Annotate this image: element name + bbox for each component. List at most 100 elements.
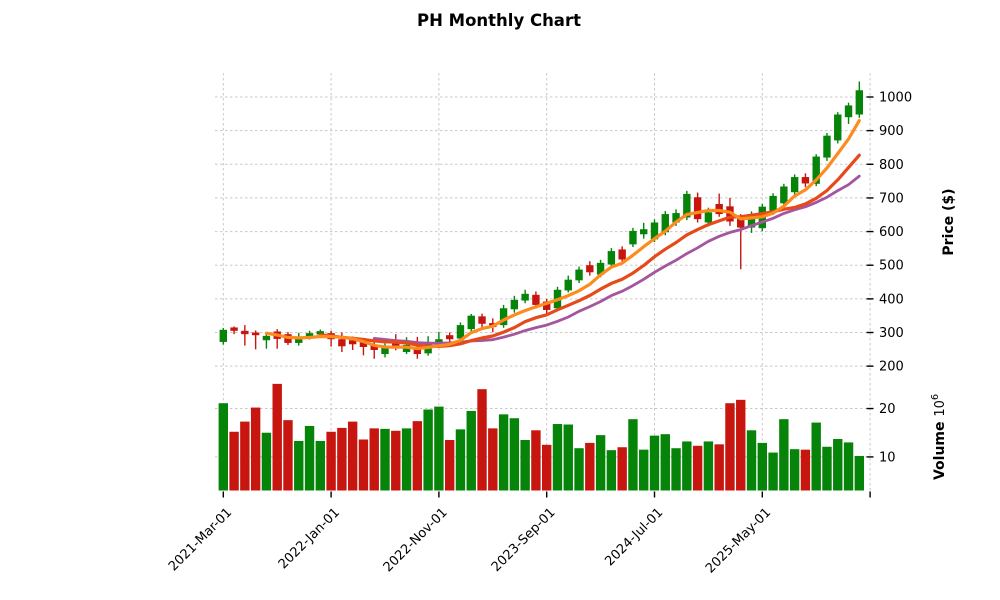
volume-bar (326, 431, 336, 491)
candle-body (251, 332, 260, 336)
volume-bar (542, 444, 552, 491)
volume-bar (498, 414, 509, 491)
volume-bar (531, 430, 541, 491)
candle-body (370, 344, 378, 350)
price-tick-label: 900 (879, 124, 904, 139)
volume-bar (574, 448, 584, 491)
volume-bar (833, 439, 843, 491)
candle-body (618, 249, 626, 260)
price-tick-label: 1000 (879, 90, 912, 105)
candle-body (629, 230, 637, 245)
volume-bar (509, 418, 520, 491)
chart-title: PH Monthly Chart (417, 11, 581, 30)
volume-bar (779, 419, 789, 491)
candle-body (338, 339, 346, 347)
price-tick-label: 800 (879, 158, 904, 173)
candle-body (543, 301, 551, 310)
volume-bar (682, 441, 692, 491)
volume-bar (768, 452, 778, 491)
volume-bar (811, 422, 821, 491)
volume-tick-label: 10 (879, 450, 896, 465)
volume-bar (585, 442, 595, 491)
volume-bar (283, 420, 293, 491)
candle-body (586, 265, 594, 273)
volume-bar (488, 428, 498, 491)
candle-body (747, 214, 756, 228)
volume-bar (628, 419, 638, 491)
candle-body (413, 346, 422, 355)
volume-bar (229, 431, 239, 491)
volume-bar (304, 425, 315, 491)
volume-bar (617, 447, 627, 491)
candle-body (650, 222, 659, 240)
candle-body (445, 335, 454, 340)
candle-body (295, 336, 303, 343)
candle-body (812, 156, 820, 184)
candle-body (564, 279, 572, 291)
volume-bar (563, 424, 573, 491)
volume-bar (843, 442, 854, 491)
volume-bar (639, 449, 649, 491)
date-tick-label: 2021-Mar-01 (166, 505, 235, 574)
candle-body (683, 193, 691, 218)
price-tick-label: 600 (879, 225, 904, 240)
ma-line-10 (318, 153, 861, 348)
candle-body (230, 327, 238, 331)
volume-bar (466, 410, 476, 491)
volume-tick-label: 20 (879, 402, 896, 417)
candle-body (575, 269, 583, 281)
volume-bar (401, 428, 412, 491)
volume-bar (240, 421, 250, 491)
price-tick-label: 300 (879, 326, 904, 341)
date-tick-label: 2023-Sep-01 (489, 505, 559, 575)
candle-body (672, 213, 680, 223)
moving-average-lines (264, 118, 861, 351)
volume-bar (800, 449, 811, 491)
volume-bar (552, 424, 563, 491)
candle-body (693, 197, 702, 220)
candle-body (855, 90, 864, 115)
volume-bar (822, 446, 832, 491)
volume-bar (423, 409, 433, 491)
volume-bar (315, 440, 326, 491)
candle-body (521, 293, 529, 301)
price-tick-label: 200 (879, 360, 904, 375)
candle-body (262, 335, 271, 341)
volume-bar (660, 434, 670, 491)
candle-body (499, 308, 508, 326)
date-tick-label: 2022-Nov-01 (381, 505, 451, 575)
volume-bar (369, 428, 379, 491)
price-tick-label: 700 (879, 191, 904, 206)
candle-body (844, 105, 853, 118)
candle-body (305, 333, 314, 337)
volume-bar (671, 448, 681, 491)
volume-axis-label: Volume 106 (930, 394, 948, 480)
volume-bar (477, 389, 487, 491)
price-tick-label: 500 (879, 259, 904, 274)
volume-bar (455, 429, 466, 491)
volume-bar (746, 430, 757, 491)
candle-body (834, 114, 842, 141)
candle-body (392, 342, 400, 347)
candle-body (510, 299, 519, 310)
volume-bars (218, 383, 865, 491)
price-tick-label: 400 (879, 292, 904, 307)
candle-body (790, 177, 799, 193)
volume-bar (444, 439, 455, 491)
volume-bar (434, 406, 444, 491)
volume-bar (347, 421, 358, 491)
candle-body (769, 195, 777, 212)
volume-bar (595, 435, 606, 491)
candle-body (381, 347, 389, 355)
candle-body (640, 229, 648, 235)
volume-bar (412, 421, 423, 491)
candle-body (316, 331, 325, 335)
volume-bar (358, 439, 369, 491)
candle-body (478, 316, 486, 324)
price-axis-label: Price ($) (941, 188, 957, 255)
volume-bar (692, 445, 703, 491)
ma-line-5 (264, 118, 861, 351)
volume-bar (380, 428, 390, 491)
candle-body (596, 262, 605, 275)
